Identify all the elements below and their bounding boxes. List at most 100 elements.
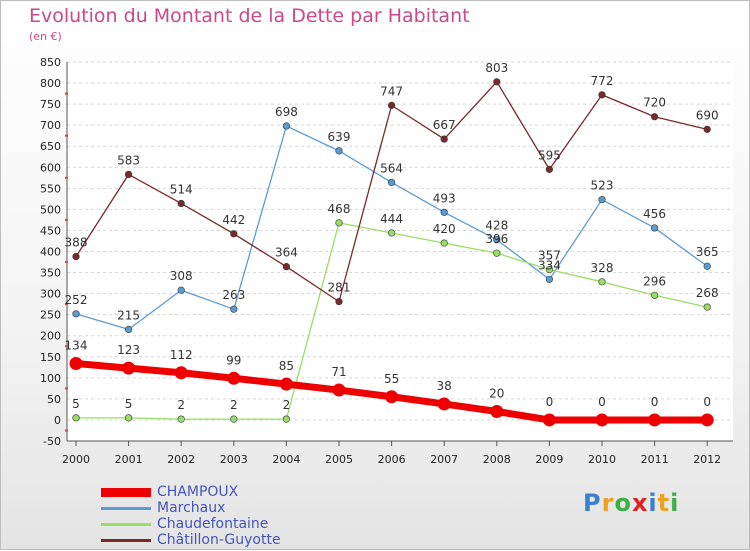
y-tick-label: 750 [40, 98, 61, 111]
data-point-marchaux [650, 224, 659, 232]
y-tick-label: 800 [40, 77, 61, 90]
data-label-ch-tillon-guyotte: 667 [433, 118, 456, 132]
data-label-champoux: 134 [65, 339, 88, 353]
data-label-chaudefontaine: 420 [433, 222, 456, 236]
y-tick-label: 550 [40, 182, 61, 195]
y-tick-label: 600 [40, 161, 61, 174]
data-label-champoux: 71 [331, 365, 346, 379]
chart-unit: (en €) [29, 30, 62, 43]
x-tick-label: 2006 [378, 453, 406, 466]
data-label-chaudefontaine: 396 [485, 232, 508, 246]
y-tick-label: 450 [40, 224, 61, 237]
data-label-chaudefontaine: 2 [283, 398, 291, 412]
y-tick-label: 250 [40, 309, 61, 322]
data-label-chaudefontaine: 357 [538, 249, 561, 263]
data-label-ch-tillon-guyotte: 442 [222, 213, 245, 227]
data-label-chaudefontaine: 2 [230, 398, 238, 412]
data-label-marchaux: 456 [643, 207, 666, 221]
data-point-champoux [595, 413, 609, 427]
x-tick-label: 2005 [325, 453, 353, 466]
data-point-chaudefontaine [177, 415, 185, 423]
logo-letter: x [631, 489, 649, 517]
data-point-marchaux [335, 147, 343, 155]
data-point-chaudefontaine [650, 291, 659, 299]
legend-label: Châtillon-Guyotte [157, 532, 281, 548]
data-point-marchaux [545, 275, 554, 283]
y-tick-label: 300 [40, 288, 61, 301]
data-point-chaudefontaine [124, 414, 133, 422]
data-label-chaudefontaine: 444 [380, 212, 403, 226]
data-point-ch-tillon-guyotte [440, 135, 448, 143]
data-point-chaudefontaine [493, 249, 501, 257]
x-tick-label: 2007 [430, 453, 458, 466]
data-point-champoux [437, 397, 451, 411]
data-point-marchaux [230, 305, 238, 313]
data-label-ch-tillon-guyotte: 281 [328, 281, 351, 295]
x-tick-label: 2000 [62, 453, 90, 466]
data-point-ch-tillon-guyotte [335, 298, 343, 306]
legend-label: CHAMPOUX [157, 484, 239, 500]
data-point-champoux [174, 366, 188, 380]
data-label-champoux: 85 [279, 359, 294, 373]
data-point-marchaux [388, 178, 396, 187]
legend-label: Marchaux [157, 500, 226, 516]
data-point-chaudefontaine [72, 414, 80, 422]
data-point-champoux [490, 405, 504, 419]
data-point-marchaux [440, 208, 448, 216]
data-point-ch-tillon-guyotte [230, 230, 238, 238]
proxiti-logo: Proxiti [583, 489, 679, 517]
legend-swatch [101, 539, 151, 542]
data-point-ch-tillon-guyotte [650, 113, 659, 121]
logo-letter: t [657, 489, 671, 517]
data-label-ch-tillon-guyotte: 583 [117, 153, 140, 167]
x-tick-label: 2001 [115, 453, 143, 466]
data-point-champoux [227, 371, 241, 385]
data-label-chaudefontaine: 268 [696, 286, 719, 300]
data-label-ch-tillon-guyotte: 720 [643, 96, 666, 110]
data-point-ch-tillon-guyotte [72, 252, 80, 261]
legend-swatch [101, 507, 151, 510]
y-tick-label: 350 [40, 267, 61, 280]
y-tick-label: 500 [40, 203, 61, 216]
data-point-marchaux [703, 262, 711, 270]
data-point-chaudefontaine [440, 239, 448, 247]
data-point-ch-tillon-guyotte [177, 199, 185, 208]
data-label-ch-tillon-guyotte: 772 [591, 74, 614, 88]
data-label-champoux: 55 [384, 372, 399, 386]
data-point-chaudefontaine [230, 415, 238, 423]
data-label-marchaux: 365 [696, 245, 719, 259]
data-label-marchaux: 308 [170, 269, 193, 283]
data-label-champoux: 0 [703, 395, 711, 409]
data-label-chaudefontaine: 5 [125, 397, 133, 411]
legend-swatch [101, 523, 151, 526]
x-tick-label: 2002 [167, 453, 195, 466]
data-label-champoux: 0 [598, 395, 606, 409]
logo-letter: r [601, 489, 615, 517]
data-point-chaudefontaine [598, 278, 606, 286]
data-point-champoux [279, 377, 293, 391]
data-point-ch-tillon-guyotte [545, 165, 554, 173]
data-point-champoux [385, 390, 399, 404]
data-label-marchaux: 523 [591, 179, 614, 193]
y-tick-label: 700 [40, 119, 61, 132]
y-tick-label: 100 [40, 372, 61, 385]
data-label-chaudefontaine: 2 [177, 398, 185, 412]
y-tick-label: 650 [40, 140, 61, 153]
legend-label: Chaudefontaine [157, 516, 269, 532]
data-label-champoux: 0 [651, 395, 659, 409]
data-label-marchaux: 493 [433, 191, 456, 205]
logo-letter: P [583, 489, 602, 517]
data-point-champoux [648, 413, 662, 427]
x-tick-label: 2003 [220, 453, 248, 466]
data-point-ch-tillon-guyotte [388, 101, 396, 109]
chart-title: Evolution du Montant de la Dette par Hab… [29, 5, 470, 27]
data-point-chaudefontaine [388, 229, 396, 237]
data-label-champoux: 112 [170, 348, 193, 362]
data-label-marchaux: 334 [538, 258, 561, 272]
data-label-marchaux: 698 [275, 105, 298, 119]
data-label-champoux: 0 [546, 395, 554, 409]
data-point-chaudefontaine [703, 303, 711, 311]
data-label-marchaux: 252 [65, 293, 88, 307]
